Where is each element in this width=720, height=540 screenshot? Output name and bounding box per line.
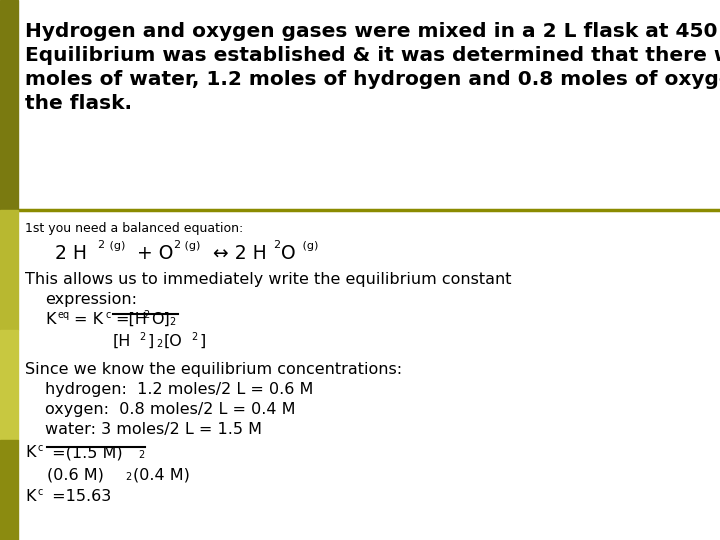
Text: ↔ 2 H: ↔ 2 H	[213, 244, 266, 263]
Text: expression:: expression:	[45, 292, 137, 307]
Text: 2 H: 2 H	[55, 244, 87, 263]
Text: the flask.: the flask.	[25, 94, 132, 113]
Text: 2: 2	[169, 317, 175, 327]
Text: Hydrogen and oxygen gases were mixed in a 2 L flask at 450 C.: Hydrogen and oxygen gases were mixed in …	[25, 22, 720, 41]
Text: 2: 2	[138, 450, 144, 460]
Text: 2: 2	[125, 472, 131, 482]
Text: water: 3 moles/2 L = 1.5 M: water: 3 moles/2 L = 1.5 M	[45, 422, 262, 437]
Text: Equilibrium was established & it was determined that there were 3: Equilibrium was established & it was det…	[25, 46, 720, 65]
Text: moles of water, 1.2 moles of hydrogen and 0.8 moles of oxygen in: moles of water, 1.2 moles of hydrogen an…	[25, 70, 720, 89]
Text: 2: 2	[173, 240, 180, 250]
Text: =15.63: =15.63	[47, 489, 112, 504]
Text: [O: [O	[164, 334, 183, 349]
Text: Since we know the equilibrium concentrations:: Since we know the equilibrium concentrat…	[25, 362, 402, 377]
Text: K: K	[45, 312, 55, 327]
Text: (g): (g)	[106, 241, 125, 251]
Text: 2: 2	[97, 240, 104, 250]
Text: (g): (g)	[181, 241, 200, 251]
Text: [H: [H	[113, 334, 131, 349]
Text: 2: 2	[191, 332, 197, 342]
Text: 2: 2	[143, 310, 149, 320]
Text: O]: O]	[151, 312, 170, 327]
Bar	[0, 210, 18, 330]
Text: (0.6 M): (0.6 M)	[47, 467, 104, 482]
Text: K: K	[25, 489, 35, 504]
Text: ]: ]	[147, 334, 153, 349]
Text: c: c	[37, 443, 42, 453]
Text: =(1.5 M): =(1.5 M)	[47, 445, 122, 460]
Text: hydrogen:  1.2 moles/2 L = 0.6 M: hydrogen: 1.2 moles/2 L = 0.6 M	[45, 382, 313, 397]
Bar	[0, 440, 18, 540]
Text: 1st you need a balanced equation:: 1st you need a balanced equation:	[25, 222, 243, 235]
Text: = K: = K	[74, 312, 103, 327]
Text: (0.4 M): (0.4 M)	[133, 467, 190, 482]
Text: c: c	[105, 310, 110, 320]
Text: c: c	[37, 487, 42, 497]
Text: oxygen:  0.8 moles/2 L = 0.4 M: oxygen: 0.8 moles/2 L = 0.4 M	[45, 402, 295, 417]
Text: (g): (g)	[299, 241, 318, 251]
Text: 2: 2	[273, 240, 280, 250]
Text: 2: 2	[139, 332, 145, 342]
Text: 2: 2	[156, 339, 162, 349]
Text: ]: ]	[199, 334, 205, 349]
Text: =[H: =[H	[115, 312, 147, 327]
Text: K: K	[25, 445, 35, 460]
Bar	[0, 330, 18, 440]
Text: O: O	[281, 244, 296, 263]
Text: This allows us to immediately write the equilibrium constant: This allows us to immediately write the …	[25, 272, 511, 287]
Text: eq: eq	[57, 310, 69, 320]
Text: + O: + O	[137, 244, 174, 263]
Bar	[0, 0, 18, 210]
